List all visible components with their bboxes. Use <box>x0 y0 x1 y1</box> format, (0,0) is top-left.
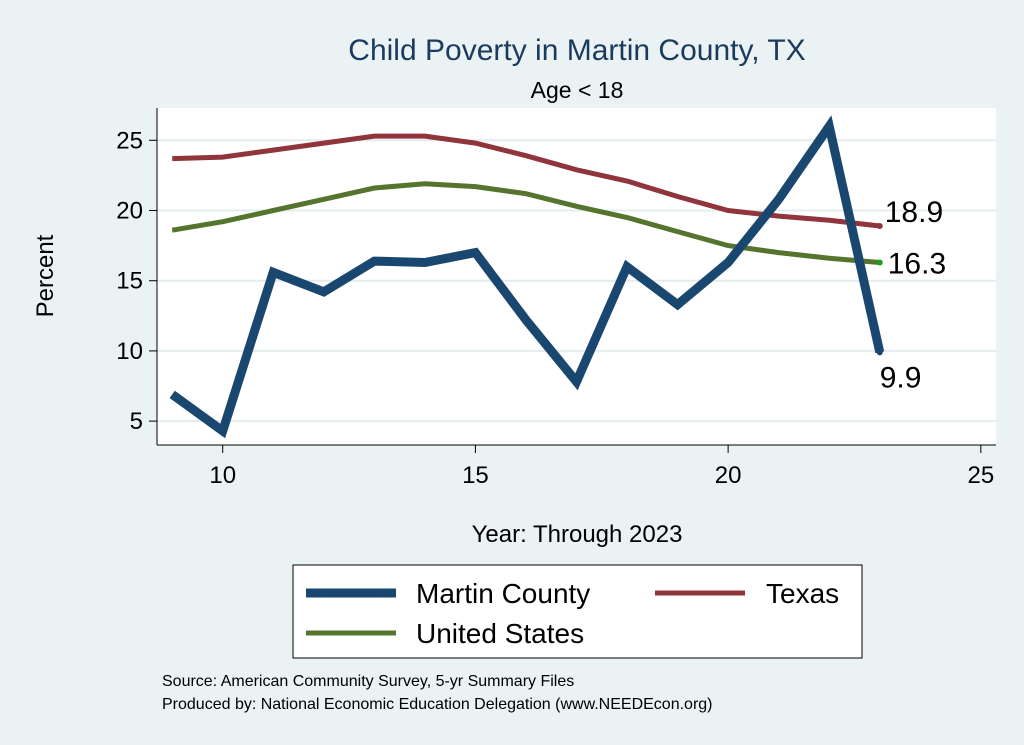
axes: 5 10 15 20 25 10 15 20 25 <box>116 108 996 489</box>
end-marker-martin-county <box>876 349 883 356</box>
legend-label-united-states: United States <box>416 618 584 649</box>
source-line-1: Source: American Community Survey, 5-yr … <box>162 673 574 690</box>
legend-box <box>292 564 863 659</box>
end-marker-united-states <box>876 259 883 266</box>
y-tick-label-10: 10 <box>116 338 143 365</box>
x-axis-label: Year: Through 2023 <box>472 521 683 548</box>
x-tick-label-15: 15 <box>462 462 489 489</box>
end-label-martin-county: 9.9 <box>880 361 922 394</box>
source-line-2: Produced by: National Economic Education… <box>162 696 713 713</box>
y-tick-label-15: 15 <box>116 268 143 295</box>
y-tick-label-20: 20 <box>116 198 143 225</box>
x-tick-label-20: 20 <box>715 462 742 489</box>
end-marker-texas <box>876 222 883 229</box>
legend: Martin County Texas United States <box>292 564 863 659</box>
series-line-martin-county <box>169 115 885 439</box>
chart-subtitle: Age < 18 <box>531 77 624 103</box>
legend-label-martin-county: Martin County <box>416 578 590 609</box>
y-tick-label-5: 5 <box>130 408 143 435</box>
end-label-texas: 18.9 <box>885 196 943 229</box>
y-axis-label: Percent <box>32 234 59 317</box>
y-tick-label-25: 25 <box>116 127 143 154</box>
legend-label-texas: Texas <box>766 578 839 609</box>
series-lines <box>169 115 885 439</box>
end-labels: 9.9 18.9 16.3 <box>880 196 946 394</box>
series-line-united-states <box>171 181 881 265</box>
x-tick-label-25: 25 <box>967 462 994 489</box>
x-tick-label-10: 10 <box>209 462 236 489</box>
chart-title: Child Poverty in Martin County, TX <box>348 34 805 67</box>
end-label-united-states: 16.3 <box>888 247 946 280</box>
